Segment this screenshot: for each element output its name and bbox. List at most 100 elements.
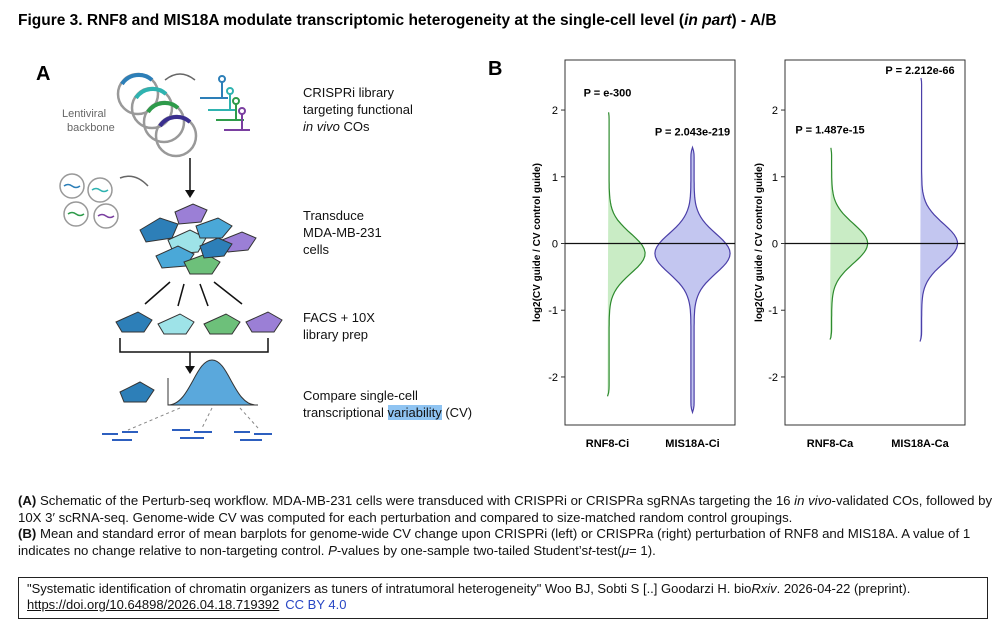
backbone-label: Lentiviral: [62, 108, 106, 120]
arrow: [119, 175, 149, 187]
dist-axes: [167, 378, 258, 406]
caption-paragraph: (A) Schematic of the Perturb-seq workflo…: [18, 493, 993, 526]
text-run: Schematic of the Perturb-seq workflow. M…: [36, 493, 795, 508]
text-run: μ: [621, 542, 630, 558]
text-run: -values by one-sample two-tailed Student…: [336, 542, 589, 558]
arrowhead: [185, 366, 195, 374]
text-run: Transduce: [303, 208, 364, 223]
step-line: in vivo COs: [303, 118, 413, 135]
violin: [919, 77, 959, 342]
step-text: CRISPRi library targeting functional in vi…: [303, 84, 413, 135]
text-run: in vivo: [794, 493, 832, 508]
text-run: . 2026-04-22 (preprint).: [776, 581, 911, 596]
step-line: library prep: [303, 326, 375, 343]
x-tick-label: MIS18A-Ci: [665, 438, 719, 450]
bracket: [119, 338, 269, 368]
y-tick-label: -1: [548, 305, 558, 317]
step-line: cells: [303, 241, 382, 258]
panel-label: B: [488, 58, 502, 80]
step-line: CRISPRi library: [303, 84, 413, 101]
doi-link[interactable]: https://doi.org/10.64898/2026.04.18.7193…: [27, 597, 280, 612]
text-run: Mean and standard error of mean barplots…: [18, 526, 971, 558]
y-tick-label: -1: [768, 305, 778, 317]
reads: [102, 429, 272, 441]
violin: [606, 112, 646, 397]
text-run: Rxiv: [751, 581, 777, 596]
y-tick-label: -2: [768, 372, 778, 384]
caption-paragraph: (B) Mean and standard error of mean barp…: [18, 526, 993, 559]
sgRNA-arcs: [120, 72, 192, 128]
text-run: ) - A/B: [731, 12, 777, 29]
guide-lines: [127, 407, 259, 431]
plot-frame: [564, 59, 736, 426]
backbone-label: backbone: [67, 122, 115, 134]
y-tick-label: 1: [552, 172, 558, 184]
p-value: P = 1.487e-15: [795, 124, 864, 136]
virus-rna: [63, 183, 115, 219]
step-line: targeting functional: [303, 101, 413, 118]
p-value: P = 2.212e-66: [885, 65, 954, 77]
x-tick-label: MIS18A-Ca: [891, 438, 949, 450]
figure-title: Figure 3. RNF8 and MIS18A modulate trans…: [18, 12, 777, 30]
text-run: "Systematic identification of chromatin …: [27, 581, 752, 596]
arrowhead: [185, 190, 195, 198]
step-line: FACS + 10X: [303, 309, 375, 326]
x-tick-label: RNF8-Ca: [807, 438, 854, 450]
distribution: [167, 359, 257, 406]
license[interactable]: CC BY 4.0: [285, 597, 347, 612]
p-value: P = 2.043e-219: [655, 126, 730, 138]
y-tick-label: 0: [772, 239, 778, 251]
step-line: MDA-MB-231: [303, 224, 382, 241]
sorted-cells: [115, 311, 283, 335]
text-run: targeting functional: [303, 102, 413, 117]
cell: [119, 381, 155, 403]
y-axis-title: log2(CV guide / CV control guide): [532, 163, 543, 322]
y-tick-label: 0: [552, 239, 558, 251]
caption: (A) Schematic of the Perturb-seq workflo…: [18, 493, 993, 559]
text-run: t: [588, 542, 592, 558]
y-axis-title: log2(CV guide / CV control guide): [754, 163, 765, 322]
text-run: = 1).: [629, 542, 656, 558]
text-run: (B): [18, 526, 37, 541]
citation-text: "Systematic identification of chromatin …: [27, 581, 979, 597]
y-tick-label: 2: [772, 105, 778, 117]
step-line: Compare single-cell: [303, 387, 472, 404]
text-run: (A): [18, 493, 37, 508]
text-run: MDA-MB-231: [303, 225, 382, 240]
text-run: -validated COs, followed by 10X 3′ scRNA…: [18, 493, 993, 525]
text-run: FACS + 10X: [303, 310, 375, 325]
viruses: [59, 173, 119, 229]
text-run: transcriptional: [303, 405, 388, 420]
y-tick-label: 1: [772, 172, 778, 184]
text-run: Figure 3. RNF8 and MIS18A modulate trans…: [18, 12, 685, 29]
step-text: Transduce MDA-MB-231 cells: [303, 207, 382, 258]
text-run: in vivo: [303, 119, 340, 134]
step-text: Compare single-cell transcriptional varia…: [303, 387, 472, 421]
plasmids: [116, 72, 198, 158]
step-line: Transduce: [303, 207, 382, 224]
text-run: -test(: [591, 542, 622, 558]
violin: [654, 145, 731, 415]
text-run: variability: [387, 405, 442, 420]
citation: "Systematic identification of chromatin …: [18, 577, 988, 619]
text-run: in part: [684, 12, 732, 29]
arrows: [144, 281, 243, 307]
arrow: [164, 73, 196, 81]
cells: [139, 203, 257, 275]
text-run: cells: [303, 242, 330, 257]
panel-label: A: [36, 63, 50, 85]
y-tick-label: 2: [552, 105, 558, 117]
step-line: transcriptional variability (CV): [303, 404, 472, 421]
y-tick-label: -2: [548, 372, 558, 384]
text-run: COs: [339, 119, 370, 134]
text-run: CRISPRi library: [303, 85, 395, 100]
x-tick-label: RNF8-Ci: [586, 438, 629, 450]
text-run: Compare single-cell: [303, 388, 418, 403]
text-run: (CV): [441, 405, 473, 420]
hairpins: [200, 75, 250, 131]
step-text: FACS + 10X library prep: [303, 309, 375, 343]
plot-frame: [784, 59, 966, 426]
text-run: P: [328, 542, 337, 558]
